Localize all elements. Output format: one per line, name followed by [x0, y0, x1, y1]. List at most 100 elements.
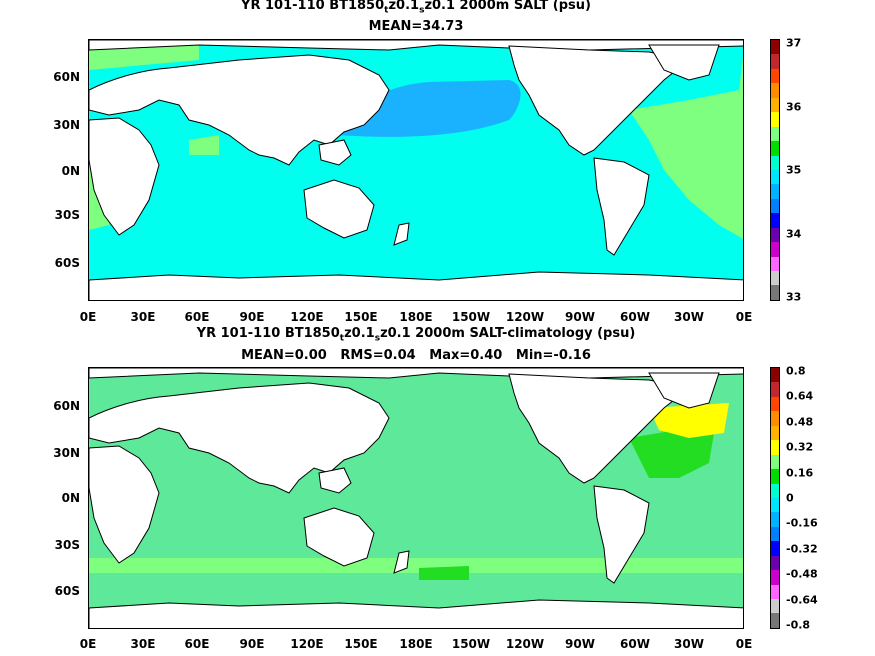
panel1-title: YR 101-110 BT1850tz0.1sz0.1 2000m SALT (…: [88, 0, 744, 19]
colorbar-label: 0.32: [786, 440, 814, 454]
panel2-stats: MEAN=0.00 RMS=0.04 Max=0.40 Min=-0.16: [241, 348, 591, 363]
panel1-lon-150e: 150E: [344, 310, 378, 324]
africa-2: [89, 445, 160, 564]
colorbar-swatch: [771, 155, 779, 170]
panel2-lon-30e: 30E: [130, 637, 156, 651]
colorbar-swatch: [771, 141, 779, 156]
colorbar-swatch: [771, 440, 779, 455]
panel2-lat-0n: 0N: [61, 491, 80, 505]
new-zealand-2: [393, 550, 410, 574]
panel1-map-svg: [89, 40, 743, 300]
panel1-title-a: YR 101-110 BT1850: [241, 0, 385, 13]
arctic-land-2: [89, 368, 743, 379]
panel2-title-c: z0.1 2000m SALT-climatology (psu): [380, 326, 636, 341]
colorbar-swatch: [771, 526, 779, 542]
panel1-lat-30s: 30S: [54, 208, 80, 222]
colorbar-swatch: [771, 613, 779, 628]
australia-2: [303, 507, 375, 567]
colorbar-swatch: [771, 425, 779, 441]
africa: [89, 117, 160, 236]
panel1-lon-30e: 30E: [130, 310, 156, 324]
colorbar-swatch: [771, 497, 779, 513]
panel1-stats: MEAN=34.73: [368, 19, 464, 34]
panel1-lon-120w: 120W: [505, 310, 545, 324]
colorbar-swatch: [771, 97, 779, 113]
colorbar-label: 35: [786, 163, 802, 177]
maritime-islands: [318, 139, 352, 166]
eurasia: [89, 54, 390, 166]
panel1-lon-120e: 120E: [290, 310, 324, 324]
colorbar-swatch: [771, 555, 779, 571]
panel2-title-sub2: s: [374, 333, 381, 344]
colorbar-swatch: [771, 483, 779, 498]
panel1-lon-180e: 180E: [399, 310, 433, 324]
colorbar-swatch: [771, 184, 779, 199]
colorbar-swatch: [771, 368, 779, 383]
colorbar-swatch: [771, 454, 779, 470]
colorbar-label: -0.64: [786, 593, 818, 607]
south-america-2: [593, 485, 650, 584]
panel1-title-b: z0.1: [388, 0, 420, 13]
panel2-lon-120w: 120W: [505, 637, 545, 651]
panel2-title-sub1: t: [339, 333, 345, 344]
panel1-lon-150w: 150W: [451, 310, 491, 324]
panel2-lat-30n: 30N: [53, 446, 80, 460]
panel2-title: YR 101-110 BT1850tz0.1sz0.1 2000m SALT-c…: [88, 326, 744, 347]
greenland-2: [648, 372, 720, 409]
colorbar-swatch: [771, 271, 779, 286]
colorbar-label: 0.16: [786, 466, 814, 480]
panel1-lat-0n: 0N: [61, 164, 80, 178]
colorbar-swatch: [771, 169, 779, 185]
colorbar-label: 33: [786, 290, 802, 304]
panel2-lon-0e: 0E: [79, 637, 97, 651]
panel1-lat-30n: 30N: [53, 118, 80, 132]
colorbar-swatch: [771, 213, 779, 228]
colorbar-swatch: [771, 541, 779, 556]
colorbar-swatch: [771, 396, 779, 412]
panel2-lon-150e: 150E: [344, 637, 378, 651]
colorbar-swatch: [771, 285, 779, 300]
panel2-colorbar: [770, 367, 780, 629]
colorbar-label: -0.8: [786, 618, 811, 632]
colorbar-swatch: [771, 83, 779, 98]
panel1-lat-60s: 60S: [54, 256, 80, 270]
colorbar-swatch: [771, 198, 779, 214]
colorbar-label: -0.32: [786, 542, 818, 556]
colorbar-label: 0.64: [786, 389, 814, 403]
panel1-title-sub1: t: [384, 5, 389, 16]
colorbar-swatch: [771, 227, 779, 243]
colorbar-swatch: [771, 256, 779, 271]
panel2-lat-30s: 30S: [54, 538, 80, 552]
panel1-title-c: z0.1 2000m SALT (psu): [424, 0, 591, 13]
antarctica-2: [89, 599, 743, 628]
eurasia-2: [89, 382, 390, 494]
panel1-lon-0e-end: 0E: [735, 310, 753, 324]
panel2-title-b: z0.1: [344, 326, 375, 341]
panel2-lon-90w: 90W: [565, 637, 595, 651]
colorbar-label: 34: [786, 227, 802, 240]
panel2-title-a: YR 101-110 BT1850: [196, 326, 340, 341]
colorbar-swatch: [771, 469, 779, 484]
colorbar-label: -0.48: [786, 567, 818, 581]
colorbar-label: 0: [786, 491, 794, 505]
panel1-lon-90w: 90W: [565, 310, 595, 324]
colorbar-label: 36: [786, 100, 802, 113]
panel1-title-sub2: s: [419, 5, 425, 16]
colorbar-swatch: [771, 584, 779, 599]
land: [89, 40, 743, 300]
panel2-lon-180e: 180E: [399, 637, 433, 651]
maritime-islands-2: [318, 467, 352, 494]
panel2-lat-60s: 60S: [54, 584, 80, 598]
panel1-lon-60e: 60E: [184, 310, 210, 324]
south-america: [593, 157, 650, 256]
colorbar-swatch: [771, 40, 779, 55]
australia: [303, 179, 375, 239]
colorbar-swatch: [771, 599, 779, 614]
panel2-lat-60n: 60N: [53, 399, 80, 413]
colorbar-swatch: [771, 54, 779, 69]
panel2-lon-60w: 60W: [620, 637, 650, 651]
colorbar-swatch: [771, 242, 779, 257]
panel2-map-svg: [89, 368, 743, 628]
colorbar-swatch: [771, 570, 779, 585]
colorbar-swatch: [771, 112, 779, 127]
